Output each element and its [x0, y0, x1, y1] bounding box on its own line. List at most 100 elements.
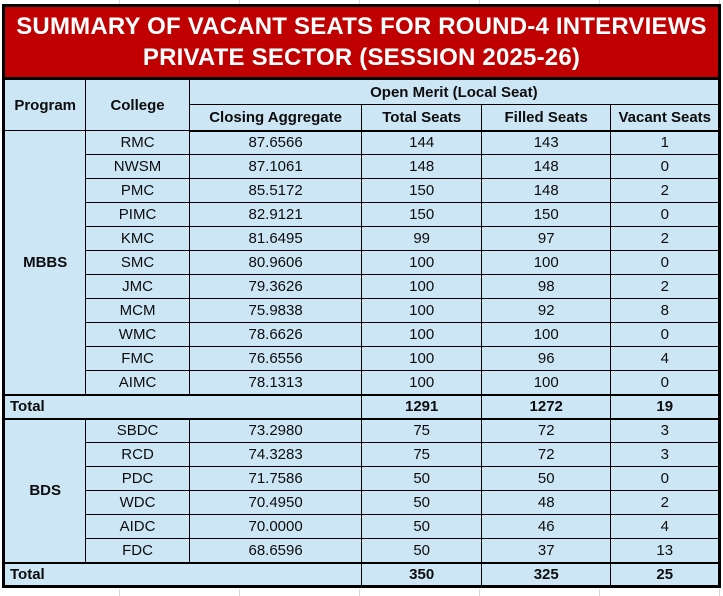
table-row: WMC 78.6626 100 100 0 — [4, 322, 720, 347]
filled-seats-cell: 97 — [480, 226, 612, 251]
college-cell: WMC — [85, 322, 190, 347]
college-cell: KMC — [85, 226, 190, 251]
college-cell: PMC — [85, 178, 190, 203]
program-cell-mbbs: MBBS — [2, 130, 87, 395]
table-row: NWSM 87.1061 148 148 0 — [4, 154, 720, 179]
table-row: MCM 75.9838 100 92 8 — [4, 298, 720, 323]
closing-aggregate-cell: 81.6495 — [188, 226, 363, 251]
vacant-seats-table: Program College Open Merit (Local Seat) … — [2, 77, 721, 588]
vacant-seats-cell: 8 — [610, 298, 720, 323]
filled-seats-cell: 100 — [480, 250, 612, 275]
vacant-seats-cell: 0 — [610, 202, 720, 227]
vacant-seats-cell: 1 — [610, 130, 720, 155]
closing-aggregate-cell: 75.9838 — [188, 298, 363, 323]
column-header-filled-seats: Filled Seats — [480, 104, 612, 132]
college-cell: FMC — [85, 346, 190, 371]
table-row: BDS SBDC 73.2980 75 72 3 — [2, 418, 720, 563]
college-cell: JMC — [85, 274, 190, 299]
table-row: SMC 80.9606 100 100 0 — [4, 250, 720, 275]
closing-aggregate-cell: 70.0000 — [188, 514, 363, 539]
filled-seats-cell: 48 — [480, 490, 612, 515]
filled-seats-total: 325 — [480, 561, 612, 588]
filled-seats-cell: 46 — [480, 514, 612, 539]
closing-aggregate-cell: 74.3283 — [188, 442, 363, 467]
vacant-seats-total: 25 — [610, 561, 720, 588]
vacant-seats-cell: 2 — [610, 490, 720, 515]
college-cell: PDC — [85, 466, 190, 491]
total-seats-total: 1291 — [361, 393, 482, 420]
column-header-college: College — [85, 78, 190, 131]
filled-seats-cell: 72 — [480, 442, 612, 467]
college-cell: RCD — [85, 442, 190, 467]
total-label: Total — [2, 561, 363, 588]
vacant-seats-cell: 3 — [610, 442, 720, 467]
total-seats-cell: 50 — [361, 538, 482, 563]
vacant-seats-cell: 4 — [610, 346, 720, 371]
college-cell: FDC — [85, 538, 190, 563]
college-cell: WDC — [85, 490, 190, 515]
total-seats-cell: 100 — [361, 298, 482, 323]
vacant-seats-cell: 0 — [610, 250, 720, 275]
filled-seats-cell: 150 — [480, 202, 612, 227]
closing-aggregate-cell: 87.1061 — [188, 154, 363, 179]
header-row-sub: Closing Aggregate Total Seats Filled Sea… — [4, 104, 720, 132]
closing-aggregate-cell: 71.7586 — [188, 466, 363, 491]
filled-seats-cell: 37 — [480, 538, 612, 563]
vacant-seats-cell: 2 — [610, 274, 720, 299]
total-seats-cell: 50 — [361, 514, 482, 539]
total-seats-cell: 144 — [361, 130, 482, 155]
vacant-seats-cell: 0 — [610, 466, 720, 491]
header-row-group: Program College Open Merit (Local Seat) — [2, 78, 721, 131]
total-seats-cell: 150 — [361, 178, 482, 203]
vacant-seats-cell: 13 — [610, 538, 720, 563]
vacant-seats-total: 19 — [610, 393, 720, 420]
total-seats-cell: 75 — [361, 442, 482, 467]
total-seats-cell: 99 — [361, 226, 482, 251]
total-seats-cell: 75 — [361, 418, 482, 443]
table-row: MBBS RMC 87.6566 144 143 1 — [2, 130, 720, 395]
filled-seats-cell: 100 — [480, 370, 612, 395]
total-seats-cell: 150 — [361, 202, 482, 227]
summary-sheet: SUMMARY OF VACANT SEATS FOR ROUND-4 INTE… — [2, 4, 721, 588]
table-row: AIMC 78.1313 100 100 0 — [4, 370, 720, 395]
filled-seats-cell: 143 — [480, 130, 612, 155]
table-row: PIMC 82.9121 150 150 0 — [4, 202, 720, 227]
title-banner: SUMMARY OF VACANT SEATS FOR ROUND-4 INTE… — [2, 4, 721, 77]
closing-aggregate-cell: 79.3626 — [188, 274, 363, 299]
filled-seats-cell: 98 — [480, 274, 612, 299]
vacant-seats-cell: 0 — [610, 370, 720, 395]
vacant-seats-cell: 3 — [610, 418, 720, 443]
closing-aggregate-cell: 73.2980 — [188, 418, 363, 443]
filled-seats-cell: 148 — [480, 154, 612, 179]
total-label: Total — [2, 393, 363, 420]
college-cell: AIDC — [85, 514, 190, 539]
column-header-program: Program — [2, 78, 87, 131]
filled-seats-total: 1272 — [480, 393, 612, 420]
filled-seats-cell: 148 — [480, 178, 612, 203]
title-line-1: SUMMARY OF VACANT SEATS FOR ROUND-4 INTE… — [16, 12, 707, 40]
background-gridlines-bottom — [0, 589, 723, 596]
total-seats-total: 350 — [361, 561, 482, 588]
college-cell: AIMC — [85, 370, 190, 395]
closing-aggregate-cell: 70.4950 — [188, 490, 363, 515]
total-seats-cell: 148 — [361, 154, 482, 179]
column-header-closing-aggregate: Closing Aggregate — [188, 104, 363, 132]
college-cell: RMC — [85, 130, 190, 155]
filled-seats-cell: 72 — [480, 418, 612, 443]
background-gridlines-top — [0, 0, 723, 5]
college-cell: SBDC — [85, 418, 190, 443]
column-header-open-merit: Open Merit (Local Seat) — [188, 78, 721, 105]
mbbs-total-row: Total 1291 1272 19 — [2, 393, 720, 420]
total-seats-cell: 100 — [361, 274, 482, 299]
closing-aggregate-cell: 78.1313 — [188, 370, 363, 395]
closing-aggregate-cell: 87.6566 — [188, 130, 363, 155]
total-seats-cell: 100 — [361, 346, 482, 371]
total-seats-cell: 50 — [361, 466, 482, 491]
filled-seats-cell: 100 — [480, 322, 612, 347]
closing-aggregate-cell: 82.9121 — [188, 202, 363, 227]
vacant-seats-cell: 0 — [610, 322, 720, 347]
title-line-2: PRIVATE SECTOR (SESSION 2025-26) — [142, 43, 581, 71]
program-cell-bds: BDS — [2, 418, 87, 563]
filled-seats-cell: 92 — [480, 298, 612, 323]
